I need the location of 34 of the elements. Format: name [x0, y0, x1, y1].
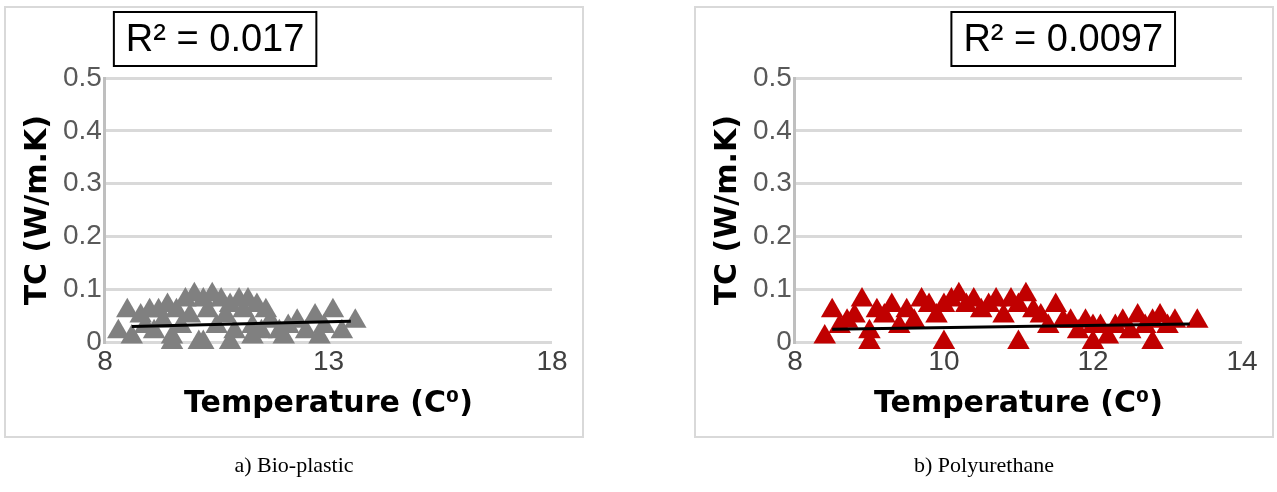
point — [850, 287, 874, 307]
x-axis-title: Temperature (C⁰) — [184, 383, 473, 419]
x-tick-label: 10 — [928, 344, 960, 376]
x-tick-label: 18 — [536, 344, 568, 376]
point — [1186, 308, 1209, 328]
text: R² = 0.017 — [125, 17, 305, 60]
point — [1044, 292, 1067, 312]
point — [932, 329, 956, 349]
y-tick-label: 0.2 — [62, 219, 102, 251]
y-tick-label: 0.5 — [752, 60, 792, 92]
point — [820, 297, 844, 318]
y-tick-label: 0.4 — [62, 113, 102, 145]
y-axis-title: TC (W/m.K) — [17, 115, 53, 306]
y-tick-label: 0.3 — [752, 166, 792, 198]
x-tick-label: 13 — [312, 344, 345, 376]
y-tick-label: 0.4 — [752, 113, 792, 145]
y-tick-label: 0.1 — [62, 272, 102, 304]
y-tick-label: 0.1 — [752, 272, 792, 304]
y-tick-label: 0.3 — [62, 166, 102, 198]
y-axis-title: TC (W/m.K) — [707, 115, 743, 306]
x-tick-label: 12 — [1077, 344, 1109, 376]
text: R² = 0.0097 — [963, 17, 1164, 60]
y-tick-label: 0.5 — [62, 60, 102, 92]
point — [344, 308, 367, 328]
point — [330, 318, 354, 339]
point — [813, 324, 836, 344]
point — [120, 324, 144, 344]
x-tick-label: 14 — [1226, 344, 1258, 376]
text: b) Polyurethane — [913, 452, 1055, 478]
x-axis-title: Temperature (C⁰) — [874, 383, 1163, 419]
point — [1007, 329, 1030, 349]
point — [321, 297, 345, 318]
text: a) Bio-plastic — [233, 452, 355, 478]
y-tick-label: 0.2 — [752, 219, 792, 251]
